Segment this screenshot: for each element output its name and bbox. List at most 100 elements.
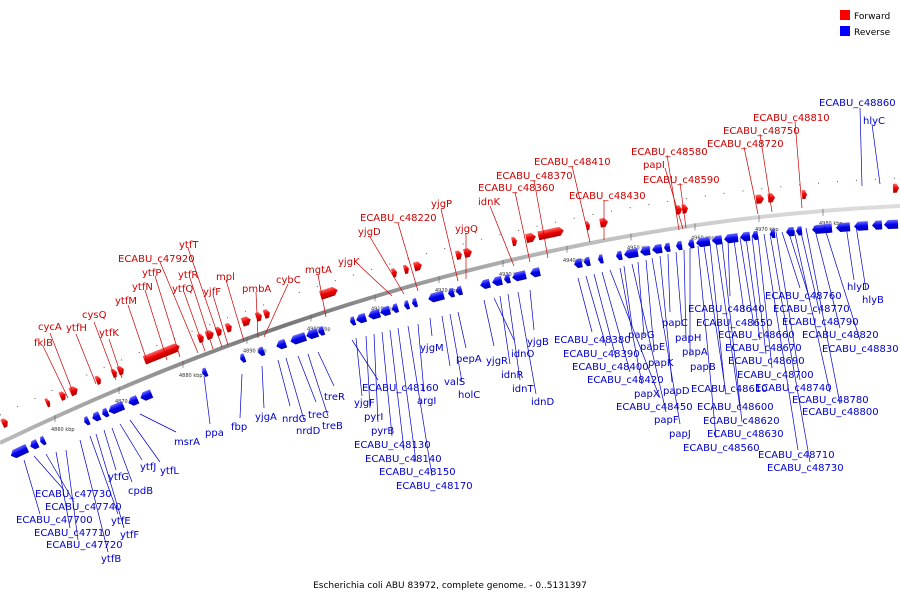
forward-gene-box bbox=[262, 309, 270, 319]
reverse-gene-box bbox=[258, 346, 266, 357]
legend-swatch-reverse bbox=[840, 26, 850, 36]
forward-gene-box bbox=[240, 316, 251, 327]
reverse-gene-box bbox=[318, 326, 326, 336]
gene-label: ECABU_c48580 bbox=[631, 147, 708, 158]
gene-label: cpdB bbox=[128, 486, 153, 497]
reverse-gene-box bbox=[598, 254, 604, 264]
reverse-gene-box bbox=[240, 353, 247, 363]
reverse-gene-box bbox=[92, 411, 102, 422]
gene-label: ECABU_c48390 bbox=[563, 349, 640, 360]
gene-label: ECABU_c48140 bbox=[365, 454, 442, 465]
gene-label: ECABU_c48750 bbox=[723, 126, 800, 137]
gene-label: ECABU_c48410 bbox=[534, 157, 611, 168]
reverse-gene-box bbox=[380, 305, 392, 316]
reverse-gene-box bbox=[448, 287, 456, 298]
forward-gene-box bbox=[204, 329, 214, 341]
reverse-gene-box bbox=[412, 297, 419, 308]
gene-label: mgtA bbox=[305, 265, 332, 276]
forward-gene-box bbox=[68, 386, 78, 397]
legend-swatch-forward bbox=[840, 10, 850, 20]
reverse-gene-box bbox=[392, 303, 400, 313]
forward-gene-box bbox=[142, 343, 180, 365]
gene-label: ECABU_c48220 bbox=[360, 213, 437, 224]
reverse-gene-box bbox=[740, 231, 751, 242]
gene-label: ECABU_c48700 bbox=[737, 370, 814, 381]
gene-label: hlyB bbox=[862, 295, 884, 306]
gene-label: yjgB bbox=[527, 337, 549, 348]
reverse-gene-box bbox=[640, 245, 651, 256]
gene-label: ECABU_c48620 bbox=[703, 416, 780, 427]
forward-gene-box bbox=[412, 261, 422, 272]
reverse-gene-box bbox=[512, 270, 527, 282]
gene-label: ECABU_c48420 bbox=[587, 375, 664, 386]
reverse-gene-box bbox=[696, 236, 711, 248]
gene-label: fklB bbox=[34, 338, 53, 349]
gene-label: ppa bbox=[205, 428, 224, 439]
gene-label: ECABU_c48160 bbox=[362, 383, 439, 394]
forward-gene-box bbox=[525, 232, 536, 243]
gene-label: msrA bbox=[174, 437, 200, 448]
forward-gene-box bbox=[214, 326, 222, 337]
kbp-tick-label: 4940 kbp bbox=[563, 258, 587, 264]
gene-label: ECABU_c48590 bbox=[643, 175, 720, 186]
forward-gene-box bbox=[58, 391, 66, 401]
gene-label: papX bbox=[634, 389, 660, 400]
gene-label: yjgF bbox=[354, 398, 375, 409]
kbp-tick-label: 4890 kbp bbox=[243, 349, 267, 355]
gene-label: cycA bbox=[38, 322, 62, 333]
gene-label: argI bbox=[417, 396, 436, 407]
gene-label: ECABU_c48150 bbox=[379, 467, 456, 478]
gene-label: papC bbox=[662, 318, 688, 329]
reverse-gene-box bbox=[84, 415, 91, 426]
gene-label: yjgQ bbox=[455, 224, 478, 235]
gene-label: ytfG bbox=[108, 472, 129, 483]
gene-label: papH bbox=[675, 333, 701, 344]
reverse-gene-box bbox=[456, 285, 464, 296]
reverse-gene-box bbox=[102, 407, 110, 418]
gene-label: ECABU_c48400 bbox=[572, 362, 649, 373]
reverse-gene-box bbox=[652, 243, 663, 254]
kbp-tick-label: 4870 kbp bbox=[115, 399, 139, 405]
forward-gene-box bbox=[454, 250, 462, 261]
legend: Forward Reverse bbox=[840, 10, 891, 38]
gene-label: ECABU_c48450 bbox=[616, 402, 693, 413]
forward-gene-box bbox=[224, 322, 232, 333]
reverse-gene-labels: ECABU_c47730 ECABU_c47740 ECABU_c47700 E… bbox=[16, 98, 899, 565]
gene-label: ECABU_c48780 bbox=[792, 395, 869, 406]
gene-label: ECABU_c48710 bbox=[758, 450, 835, 461]
reverse-gene-box bbox=[276, 338, 288, 350]
gene-label: ytfN bbox=[132, 282, 153, 293]
reverse-gene-box bbox=[40, 435, 47, 446]
gene-label: papI bbox=[643, 160, 665, 171]
gene-label: ECABU_c48790 bbox=[782, 317, 859, 328]
kbp-tick-label: 4950 kbp bbox=[627, 246, 651, 252]
gene-label: papD bbox=[663, 386, 690, 397]
reverse-gene-box bbox=[306, 328, 320, 340]
reverse-gene-box bbox=[584, 256, 591, 267]
gene-label: ECABU_c47730 bbox=[35, 489, 112, 500]
reverse-gene-box bbox=[368, 308, 382, 320]
forward-gene-box bbox=[390, 268, 397, 278]
reverse-gene-box bbox=[128, 395, 140, 406]
gene-label: mpl bbox=[216, 272, 235, 283]
gene-label: ytfJ bbox=[140, 462, 156, 473]
gene-label: yjgP bbox=[431, 199, 452, 210]
gene-label: holC bbox=[458, 390, 480, 401]
reverse-gene-box bbox=[770, 228, 776, 239]
gene-label: ECABU_c48430 bbox=[569, 191, 646, 202]
gene-label: hlyC bbox=[863, 116, 885, 127]
gene-label: pyrB bbox=[371, 426, 394, 437]
forward-gene-box bbox=[801, 189, 807, 200]
gene-label: ECABU_c48830 bbox=[822, 344, 899, 355]
forward-gene-box bbox=[196, 333, 204, 344]
gene-label: ytfH bbox=[66, 323, 87, 334]
gene-label: ECABU_c48730 bbox=[767, 463, 844, 474]
reverse-gene-box bbox=[504, 273, 511, 284]
legend-label-reverse: Reverse bbox=[854, 28, 891, 38]
gene-label: ECABU_c48690 bbox=[728, 356, 805, 367]
gene-label: ECABU_c48740 bbox=[755, 383, 832, 394]
gene-label: ECABU_c48660 bbox=[718, 330, 795, 341]
gene-label: ECABU_c48800 bbox=[802, 407, 879, 418]
forward-gene-box bbox=[537, 226, 564, 241]
gene-label: ECABU_c48610 bbox=[691, 384, 768, 395]
